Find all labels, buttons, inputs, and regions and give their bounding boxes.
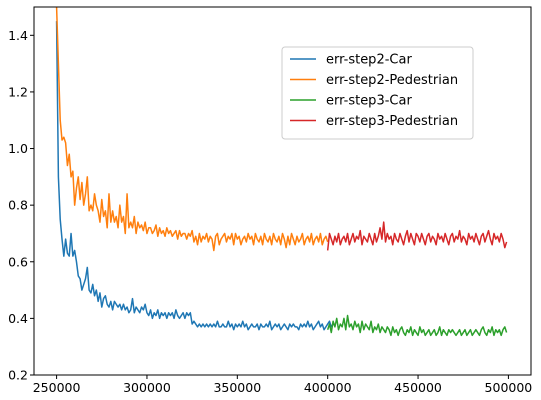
x-tick-label: 450000: [394, 380, 442, 395]
y-axis: 0.2 0.4 0.6 0.8 1.0 1.2 1.4: [8, 28, 34, 383]
series-line-err-step3-Pedestrian: [326, 221, 508, 251]
legend: err-step2-Car err-step2-Pedestrian err-ste…: [281, 46, 474, 140]
legend-label: err-step2-Pedestrian: [326, 73, 458, 88]
legend-label: err-step2-Car: [326, 53, 412, 68]
x-tick-label: 300000: [123, 380, 171, 395]
y-tick-label: 1.2: [8, 84, 28, 99]
plot-frame: [33, 6, 532, 376]
series-line-err-step3-Car: [326, 314, 508, 337]
y-tick-label: 1.4: [8, 28, 28, 43]
legend-label: err-step3-Car: [326, 94, 412, 109]
x-tick-label: 400000: [304, 380, 352, 395]
x-tick-label: 250000: [33, 380, 81, 395]
series-line-err-step2-Pedestrian: [55, 7, 329, 252]
y-tick-label: 0.2: [8, 368, 28, 383]
y-tick-label: 0.4: [8, 311, 28, 326]
x-axis: 250000 300000 350000 400000 450000 500000: [33, 375, 533, 395]
x-tick-label: 350000: [213, 380, 261, 395]
legend-box: [281, 46, 474, 140]
legend-label: err-step3-Pedestrian: [326, 114, 458, 129]
series-layer: [55, 7, 508, 337]
y-tick-label: 1.0: [8, 141, 28, 156]
series-line-err-step2-Car: [55, 21, 334, 331]
x-tick-label: 500000: [485, 380, 533, 395]
y-tick-label: 0.6: [8, 254, 28, 269]
y-tick-label: 0.8: [8, 198, 28, 213]
